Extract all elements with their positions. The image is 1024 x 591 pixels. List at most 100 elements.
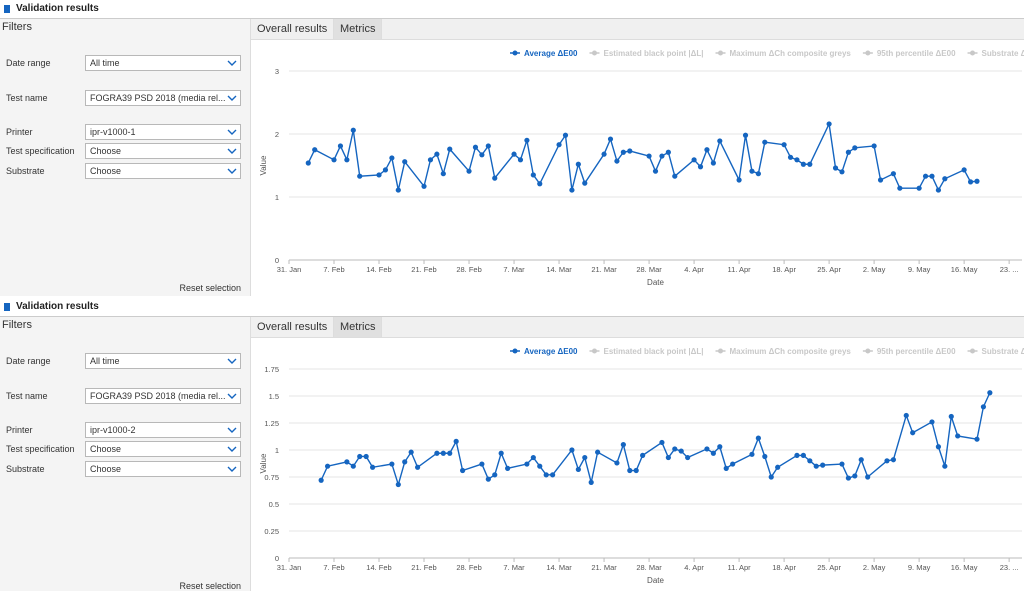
x-tick-label: 21. Mar: [591, 265, 617, 274]
data-point: [801, 453, 806, 458]
chevron-icon: [227, 59, 237, 67]
legend-entry[interactable]: Average ΔE00: [524, 347, 578, 356]
data-point: [942, 464, 947, 469]
legend-entry[interactable]: Maximum ΔCh composite greys: [730, 49, 852, 58]
tab[interactable]: Metrics: [334, 317, 382, 337]
legend-entry[interactable]: 95th percentile ΔE00: [877, 49, 956, 58]
data-point: [859, 457, 864, 462]
x-tick-label: 31. Jan: [277, 265, 302, 274]
legend-entry[interactable]: Estimated black point |ΔL|: [603, 347, 703, 356]
data-point: [389, 155, 394, 160]
data-point: [878, 177, 883, 182]
chevron-icon: [227, 357, 237, 365]
filter-select[interactable]: Choose: [85, 143, 241, 159]
legend-entry[interactable]: 95th percentile ΔE00: [877, 347, 956, 356]
data-point: [544, 472, 549, 477]
header-icon: [4, 5, 10, 13]
reset-selection[interactable]: Reset selection: [179, 581, 241, 591]
chevron: [228, 394, 236, 398]
data-point: [383, 167, 388, 172]
data-point: [415, 465, 420, 470]
filter-select[interactable]: FOGRA39 PSD 2018 (media rel...: [85, 90, 241, 106]
filter-select[interactable]: FOGRA39 PSD 2018 (media rel...: [85, 388, 241, 404]
data-point: [781, 142, 786, 147]
chevron: [228, 359, 236, 363]
data-point: [717, 444, 722, 449]
data-point: [312, 147, 317, 152]
data-point: [563, 133, 568, 138]
filter-label: Test specification: [6, 146, 75, 156]
data-point: [460, 468, 465, 473]
data-point: [473, 145, 478, 150]
panel-title: Validation results: [16, 3, 99, 14]
filter-value: Choose: [90, 164, 121, 178]
data-point: [344, 157, 349, 162]
data-point: [344, 459, 349, 464]
x-tick-label: 7. Mar: [503, 265, 525, 274]
data-point: [614, 158, 619, 163]
data-point: [653, 169, 658, 174]
x-tick-label: 16. May: [951, 563, 978, 572]
legend-entry[interactable]: Substrate ΔE00: [982, 49, 1024, 58]
filter-select[interactable]: Choose: [85, 163, 241, 179]
filter-select[interactable]: Choose: [85, 441, 241, 457]
x-axis-title: Date: [647, 576, 664, 585]
x-tick-label: 4. Apr: [684, 265, 704, 274]
chevron: [228, 169, 236, 173]
data-point: [788, 155, 793, 160]
data-point: [614, 460, 619, 465]
data-point: [634, 468, 639, 473]
legend-entry[interactable]: Maximum ΔCh composite greys: [730, 347, 852, 356]
data-point: [659, 440, 664, 445]
chevron: [228, 428, 236, 432]
y-tick-label: 0: [275, 554, 279, 563]
filter-select[interactable]: ipr-v1000-1: [85, 124, 241, 140]
tab[interactable]: Overall results: [251, 19, 334, 39]
chevron: [228, 447, 236, 451]
data-point: [672, 174, 677, 179]
x-tick-label: 11. Apr: [727, 265, 751, 274]
data-point: [576, 467, 581, 472]
data-point: [974, 437, 979, 442]
data-point: [736, 177, 741, 182]
data-point: [807, 458, 812, 463]
data-point: [537, 464, 542, 469]
filter-select[interactable]: All time: [85, 353, 241, 369]
y-axis-title: Value: [259, 155, 268, 175]
data-point: [582, 181, 587, 186]
legend-entry[interactable]: Substrate ΔE00: [982, 347, 1024, 356]
legend-entry[interactable]: Average ΔE00: [524, 49, 578, 58]
data-point: [987, 390, 992, 395]
data-point: [447, 451, 452, 456]
data-point: [351, 464, 356, 469]
data-point: [531, 455, 536, 460]
data-point: [685, 455, 690, 460]
data-point: [338, 143, 343, 148]
x-tick-label: 9. May: [908, 563, 931, 572]
chart: 00.250.50.7511.251.51.7531. Jan7. Feb14.…: [252, 338, 1024, 591]
data-point: [949, 414, 954, 419]
x-tick-label: 14. Feb: [366, 563, 391, 572]
data-point: [974, 179, 979, 184]
x-tick-label: 2. May: [863, 563, 886, 572]
chart: 012331. Jan7. Feb14. Feb21. Feb28. Feb7.…: [252, 40, 1024, 296]
reset-selection[interactable]: Reset selection: [179, 283, 241, 293]
data-point: [691, 157, 696, 162]
data-point: [499, 451, 504, 456]
data-point: [646, 153, 651, 158]
tab[interactable]: Overall results: [251, 317, 334, 337]
data-point: [846, 150, 851, 155]
data-point: [962, 167, 967, 172]
legend-entry[interactable]: Estimated black point |ΔL|: [603, 49, 703, 58]
data-point: [936, 187, 941, 192]
data-point: [428, 157, 433, 162]
legend-marker: [592, 51, 597, 56]
x-tick-label: 21. Feb: [411, 563, 436, 572]
filter-select[interactable]: All time: [85, 55, 241, 71]
filter-select[interactable]: Choose: [85, 461, 241, 477]
y-tick-label: 1.25: [264, 419, 279, 428]
tab[interactable]: Metrics: [334, 19, 382, 39]
data-point: [325, 464, 330, 469]
data-point: [775, 465, 780, 470]
filter-select[interactable]: ipr-v1000-2: [85, 422, 241, 438]
